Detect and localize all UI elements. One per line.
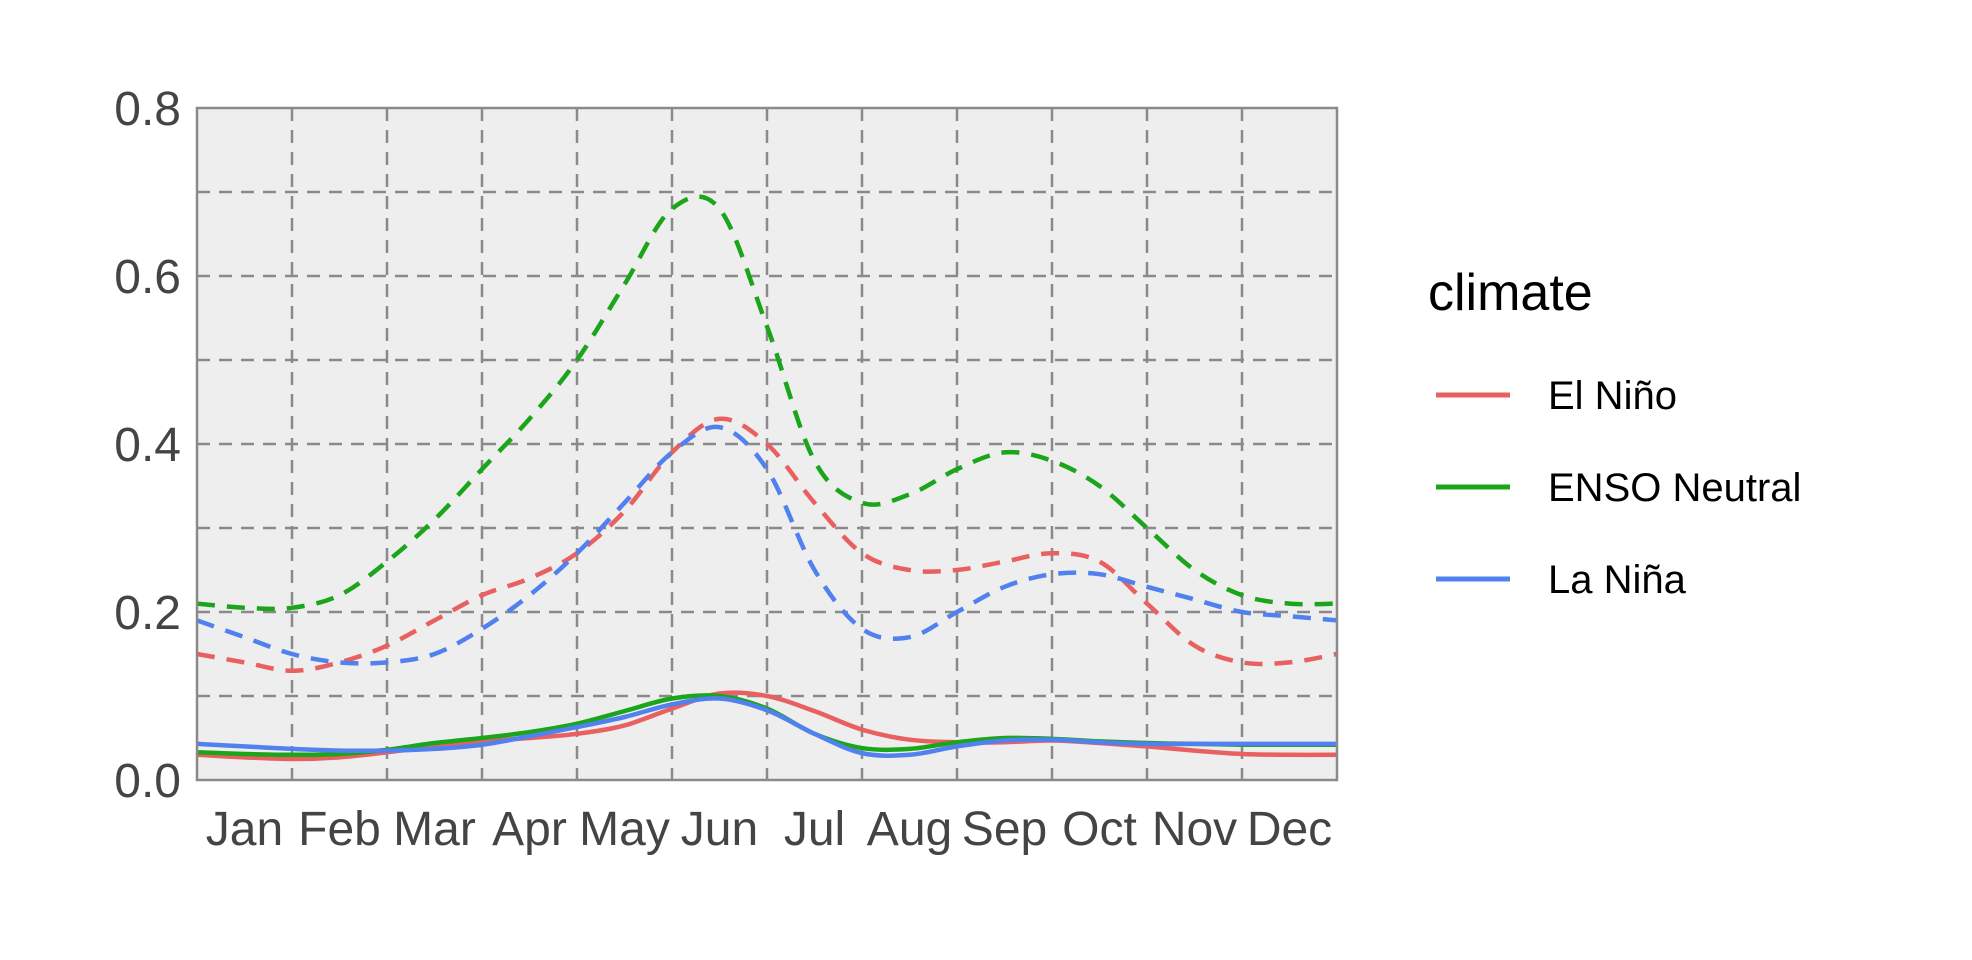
- x-axis-tick-labels: Jan Feb Mar Apr May Jun Jul Aug Sep Oct Nov Dec: [206, 803, 1332, 856]
- grid-lines: [197, 108, 1337, 780]
- y-axis-tick-labels: 0.0 0.2 0.4 0.6 0.8: [114, 83, 181, 808]
- x-tick-label: Jun: [681, 803, 758, 856]
- y-tick-label: 0.2: [114, 587, 181, 640]
- legend-label: El Niño: [1548, 374, 1677, 418]
- legend-label: ENSO Neutral: [1548, 466, 1801, 510]
- series-line-5: [196, 696, 1337, 758]
- y-tick-label: 0.4: [114, 419, 181, 472]
- plot-border: [195, 106, 1339, 782]
- series-lines: [196, 194, 1338, 762]
- legend-label: La Niña: [1548, 558, 1687, 602]
- x-tick-label: Apr: [492, 803, 567, 856]
- x-tick-label: Feb: [298, 803, 381, 856]
- series-line-2: [196, 424, 1338, 666]
- y-tick-label: 0.8: [114, 83, 181, 136]
- y-tick-label: 0.6: [114, 251, 181, 304]
- x-tick-label: Dec: [1247, 803, 1332, 856]
- series-line-0: [196, 416, 1338, 674]
- legend: climate El Niño ENSO Neutral La Niña: [1428, 264, 1801, 602]
- x-tick-label: Jul: [784, 803, 845, 856]
- x-tick-label: May: [579, 803, 670, 856]
- x-tick-label: Mar: [393, 803, 476, 856]
- x-tick-label: Jan: [206, 803, 283, 856]
- y-tick-label: 0.0: [114, 755, 181, 808]
- x-tick-label: Nov: [1152, 803, 1237, 856]
- legend-title: climate: [1428, 264, 1593, 322]
- x-tick-label: Aug: [867, 803, 952, 856]
- x-tick-label: Sep: [962, 803, 1047, 856]
- x-tick-label: Oct: [1062, 803, 1137, 856]
- series-line-1: [196, 194, 1338, 612]
